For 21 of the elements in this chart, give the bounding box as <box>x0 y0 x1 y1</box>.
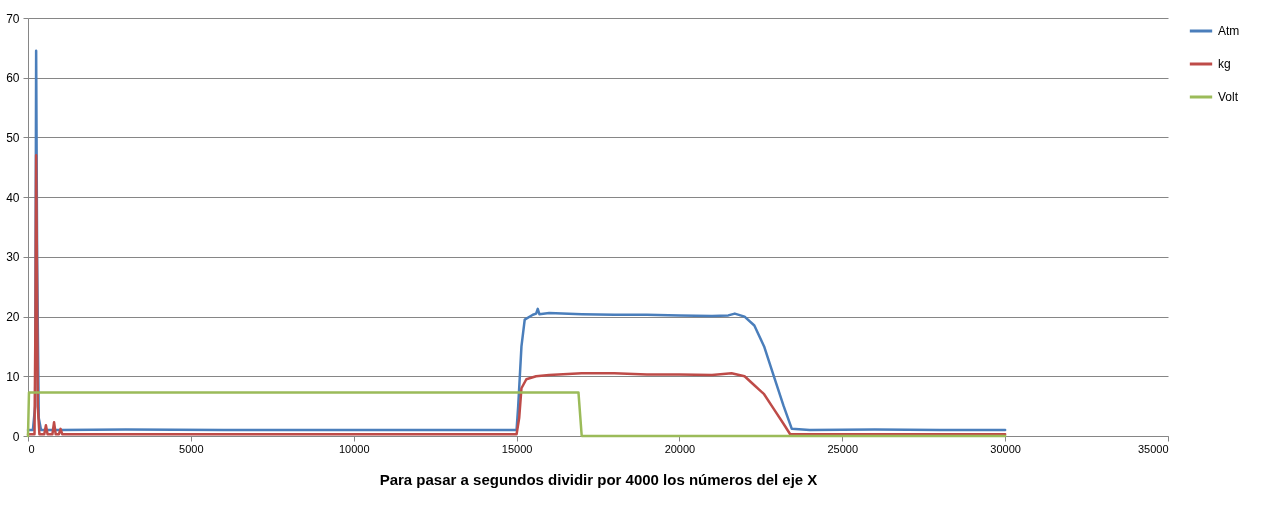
x-tick-label: 0 <box>28 442 35 455</box>
x-tick-label: 30000 <box>990 442 1021 455</box>
y-tick-label: 40 <box>6 190 20 205</box>
x-tick-label: 25000 <box>827 442 859 455</box>
x-tick-label: 20000 <box>664 442 696 455</box>
legend-label: Atm <box>1218 24 1240 38</box>
x-tick-label: 5000 <box>179 442 204 455</box>
x-axis-title: Para pasar a segundos dividir por 4000 los números del eje X <box>379 470 818 488</box>
x-tick-label: 10000 <box>338 442 370 455</box>
x-tick-label: 35000 <box>1137 442 1169 455</box>
y-tick-label: 0 <box>12 429 20 444</box>
line-series <box>26 154 1007 436</box>
y-tick-label: 60 <box>6 71 20 86</box>
y-tick-label: 50 <box>6 130 20 145</box>
y-tick-label: 20 <box>6 310 20 325</box>
y-tick-label: 10 <box>6 369 20 384</box>
x-tick-label: 15000 <box>501 442 533 455</box>
y-tick-label: 30 <box>6 250 20 265</box>
legend-label: kg <box>1218 57 1231 71</box>
y-tick-label: 70 <box>6 11 20 26</box>
legend-label: Volt <box>1218 90 1239 104</box>
